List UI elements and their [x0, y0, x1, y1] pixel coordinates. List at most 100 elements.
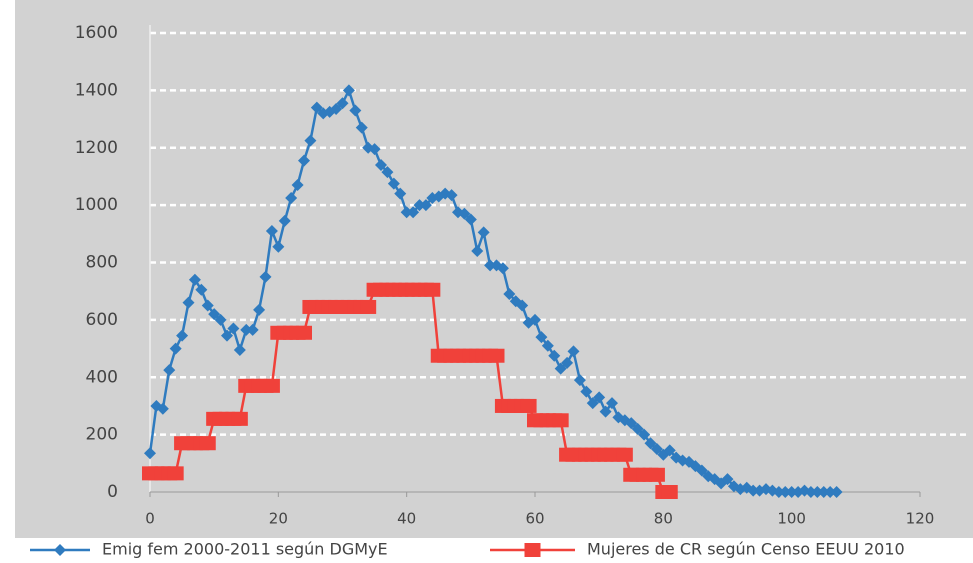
diamond-marker: [259, 270, 272, 283]
diamond-marker: [278, 214, 291, 227]
diamond-marker: [349, 104, 362, 117]
square-marker: [616, 447, 633, 462]
diamond-marker: [561, 356, 574, 369]
diamond-marker: [144, 447, 156, 460]
y-tick-label: 1600: [75, 23, 118, 43]
diamond-marker: [580, 385, 593, 398]
y-tick-label: 200: [86, 425, 118, 445]
square-marker: [520, 398, 537, 413]
diamond-marker: [246, 323, 259, 336]
diamond-marker: [195, 283, 208, 296]
diamond-marker: [253, 303, 266, 316]
diamond-marker: [516, 299, 529, 312]
y-tick-label: 1000: [75, 195, 118, 215]
diamond-marker: [541, 339, 554, 352]
diamond-marker: [772, 486, 785, 498]
x-tick-label: 0: [145, 510, 155, 528]
diamond-marker: [336, 97, 349, 110]
diamond-marker: [529, 313, 541, 326]
square-marker: [648, 467, 665, 482]
diamond-marker: [631, 422, 644, 435]
diamond-marker: [375, 158, 387, 171]
square-marker: [231, 411, 248, 426]
diamond-marker: [503, 288, 516, 301]
series: [144, 84, 843, 498]
square-marker: [199, 436, 216, 451]
square-marker: [661, 485, 678, 499]
diamond-marker: [824, 486, 837, 498]
diamond-marker: [593, 391, 606, 404]
diamond-marker: [330, 103, 343, 116]
diamond-marker: [419, 199, 432, 212]
diamond-marker: [368, 143, 381, 156]
y-tick-label: 0: [107, 482, 118, 502]
square-marker: [552, 413, 569, 428]
diamond-marker: [285, 191, 298, 204]
square-marker: [167, 466, 184, 481]
diamond-marker: [400, 206, 413, 219]
diamond-marker: [650, 442, 663, 455]
diamond-marker: [342, 84, 355, 97]
diamond-marker: [163, 364, 176, 377]
legend-label: Emig fem 2000-2011 según DGMyE: [102, 540, 388, 559]
diamond-marker: [310, 101, 323, 114]
diamond-marker: [599, 405, 612, 418]
diamond-marker: [240, 323, 253, 336]
diamond-marker: [394, 187, 407, 200]
diamond-marker: [496, 262, 509, 275]
diamond-marker: [644, 437, 657, 450]
square-marker: [360, 299, 377, 314]
diamond-marker: [548, 349, 561, 362]
diamond-marker: [804, 486, 817, 498]
diamond-marker: [169, 342, 182, 355]
diamond-marker: [176, 329, 189, 342]
diamond-marker: [265, 224, 278, 237]
diamond-marker: [387, 177, 400, 190]
diamond-marker: [233, 343, 246, 356]
square-marker: [488, 348, 505, 363]
y-tick-label: 600: [86, 310, 118, 330]
diamond-marker: [811, 486, 824, 498]
diamond-marker: [573, 374, 586, 387]
diamond-marker: [355, 121, 368, 134]
diamond-marker: [291, 179, 304, 192]
diamond-marker: [407, 206, 420, 219]
y-tick-label: 800: [86, 253, 118, 273]
diamond-marker: [304, 134, 317, 147]
diamond-marker: [663, 444, 676, 457]
diamond-marker: [458, 207, 471, 220]
square-marker: [424, 282, 441, 297]
x-tick-label: 80: [654, 510, 673, 528]
square-marker: [524, 543, 541, 557]
y-tick-label: 1400: [75, 80, 118, 100]
diamond-marker: [208, 308, 221, 321]
diamond-marker: [747, 484, 760, 497]
x-tick-label: 20: [269, 510, 288, 528]
diamond-marker: [567, 345, 580, 358]
x-tick-label: 60: [525, 510, 544, 528]
diamond-marker: [830, 486, 843, 498]
diamond-marker: [638, 428, 651, 441]
square-marker: [263, 378, 280, 393]
diamond-marker: [779, 486, 792, 498]
diamond-marker: [221, 329, 233, 342]
diamond-marker: [471, 245, 484, 258]
diamond-marker: [445, 189, 458, 202]
square-marker: [296, 325, 312, 340]
x-tick-label: 120: [906, 510, 935, 528]
diamond-marker: [625, 417, 638, 430]
diamond-marker: [188, 273, 201, 286]
series: [142, 282, 678, 499]
diamond-marker: [721, 473, 734, 486]
diamond-marker: [182, 296, 195, 309]
diamond-marker: [298, 154, 310, 167]
diamond-marker: [464, 213, 477, 226]
diamond-marker: [201, 299, 214, 312]
y-tick-label: 400: [86, 367, 118, 387]
diamond-marker: [695, 464, 708, 477]
x-tick-label: 100: [777, 510, 806, 528]
diamond-marker: [54, 544, 66, 556]
diamond-marker: [554, 362, 567, 375]
diamond-marker: [272, 240, 285, 253]
